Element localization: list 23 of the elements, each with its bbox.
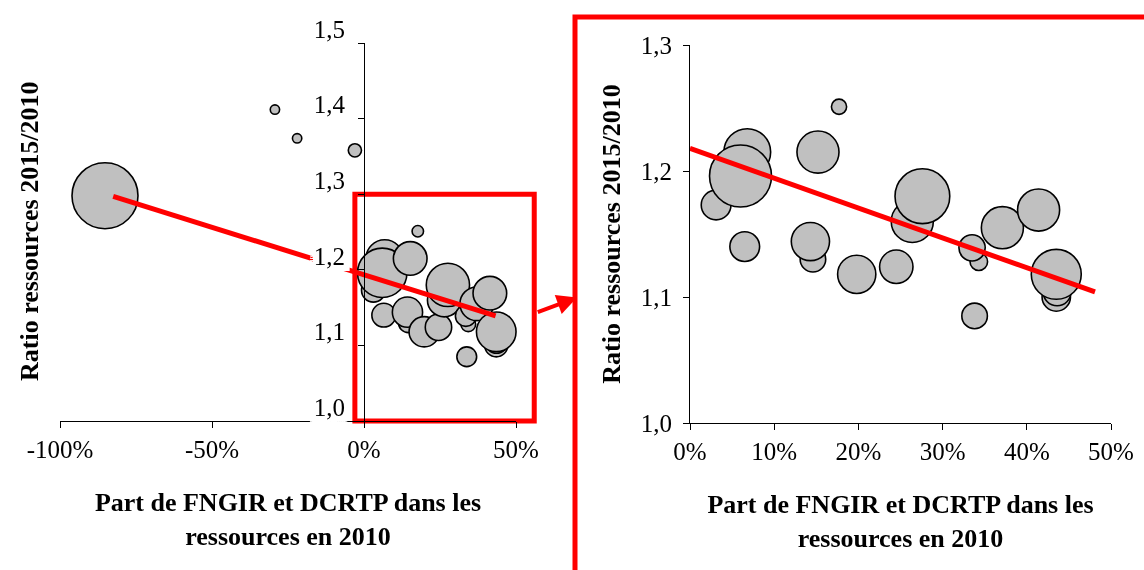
x-axis-title: Part de FNGIR et DCRTP dans les ressources en 2010 [707,489,1094,553]
y-tick-label: 1,4 [313,91,346,119]
x-tick-label: 10% [751,438,798,465]
x-tick-label: 0% [347,436,381,463]
x-tick-label: 30% [919,438,966,465]
x-tick-label: 50% [493,436,539,463]
x-tick-label: 0% [673,438,707,465]
y-tick-label: 1,3 [640,31,672,59]
y-axis-title: Ratio ressources 2015/2010 [15,81,44,381]
y-tick-label: 1,1 [313,318,345,346]
y-tick-label: 1,0 [640,409,672,437]
x-tick-label: -50% [184,436,240,463]
x-tick-label: 40% [1003,438,1050,465]
x-tick-label: 50% [1088,438,1134,465]
y-tick-label: 1,2 [640,157,672,185]
x-tick-label: 20% [835,438,882,465]
y-axis-title: Ratio ressources 2015/2010 [597,84,627,384]
y-tick-label: 1,5 [313,15,345,43]
y-tick-label: 1,1 [640,283,672,311]
x-axis-title: Part de FNGIR et DCRTP dans les ressources en 2010 [94,487,482,551]
y-tick-label: 1,3 [313,166,345,194]
y-tick-label: 1,0 [313,393,345,421]
x-tick-label: -100% [26,436,94,463]
